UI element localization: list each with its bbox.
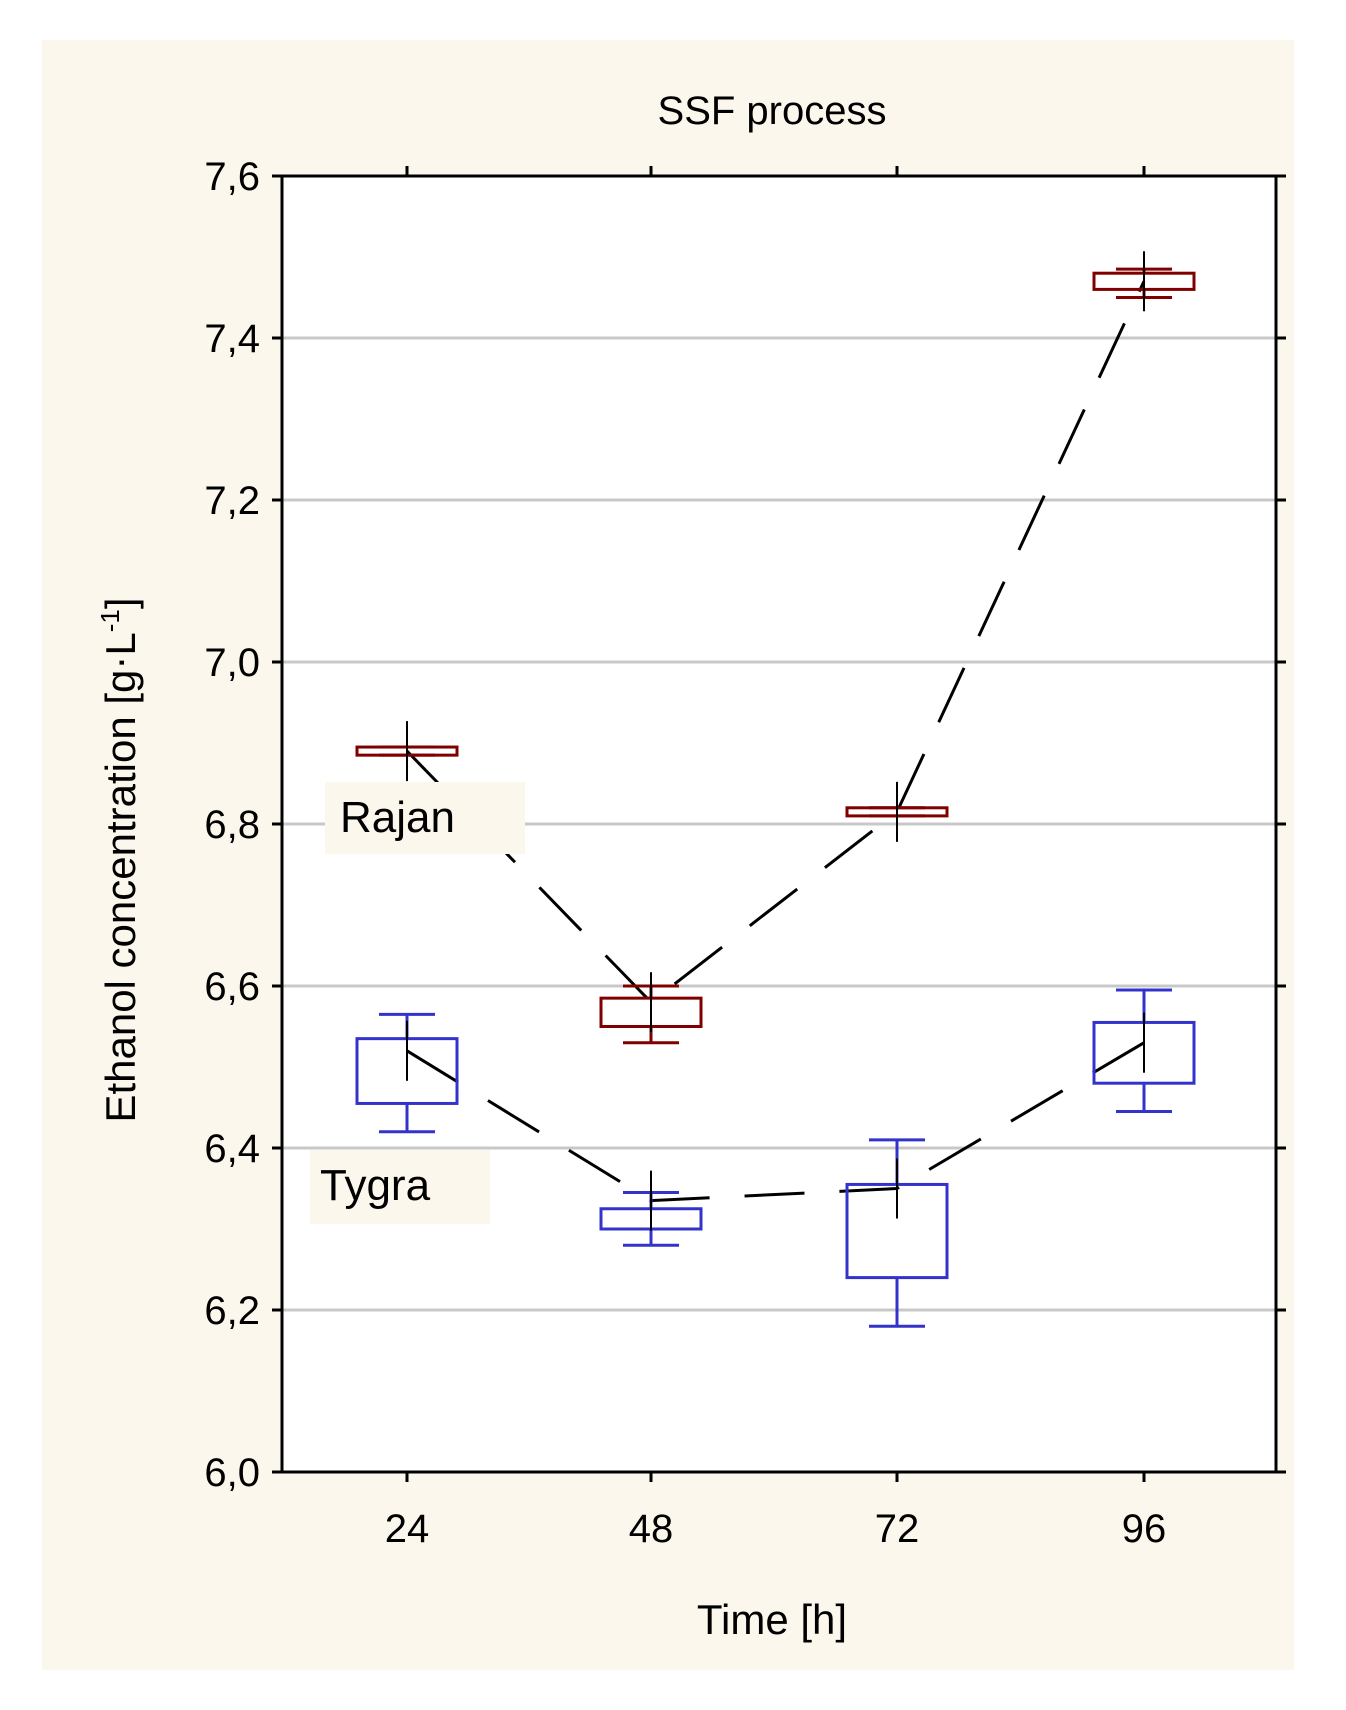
y-tick-label: 6,8: [204, 803, 260, 847]
x-tick-label: 24: [385, 1507, 430, 1551]
axis-ticks: 6,0 6,2 6,4 6,6 6,8 7,0 7,2 7,4 7,6 24 48 72 96: [204, 155, 1286, 1551]
box-tygra-96: [1092, 988, 1196, 1114]
box-rajan-72: [845, 781, 949, 842]
box-rajan-48: [599, 972, 703, 1045]
box-rajan-24: [355, 721, 459, 782]
series-label-box-tygra: [310, 1150, 490, 1224]
box-plots: [355, 251, 1196, 1328]
series-label-box-rajan: [325, 782, 525, 854]
y-tick-label: 7,4: [204, 317, 260, 361]
y-axis-label-dot: ·: [95, 656, 142, 670]
y-axis-label-exp: -1: [95, 609, 125, 632]
connector-tygra: [406, 1041, 1145, 1203]
x-tick-label: 48: [629, 1507, 674, 1551]
series-label-rajan: Rajan: [340, 793, 455, 842]
y-tick-label: 7,6: [204, 155, 260, 199]
y-tick-label: 6,4: [204, 1127, 260, 1171]
y-tick-label: 6,0: [204, 1451, 260, 1495]
y-axis-label-main: Ethanol concentration [g: [97, 670, 144, 1123]
y-tick-label: 7,2: [204, 479, 260, 523]
y-axis-label-unit: L: [97, 632, 144, 655]
box-rajan-96: [1092, 251, 1196, 312]
series-connectors: [405, 280, 1146, 1203]
y-axis-label: Ethanol concentration [g·L-1]: [95, 597, 144, 1122]
box-tygra-48: [599, 1170, 703, 1247]
box-tygra-72: [845, 1138, 949, 1328]
grid-lines: [282, 336, 1276, 1312]
connector-rajan: [405, 280, 1146, 1005]
y-axis-label-close: ]: [97, 597, 144, 609]
box-tygra-24: [355, 1012, 459, 1134]
y-tick-label: 6,2: [204, 1289, 260, 1333]
series-label-tygra: Tygra: [320, 1161, 431, 1210]
chart-title: SSF process: [658, 89, 887, 133]
x-tick-label: 72: [875, 1507, 920, 1551]
x-tick-label: 96: [1122, 1507, 1167, 1551]
y-tick-label: 6,6: [204, 965, 260, 1009]
x-axis-label: Time [h]: [697, 1596, 847, 1643]
y-tick-label: 7,0: [204, 641, 260, 685]
